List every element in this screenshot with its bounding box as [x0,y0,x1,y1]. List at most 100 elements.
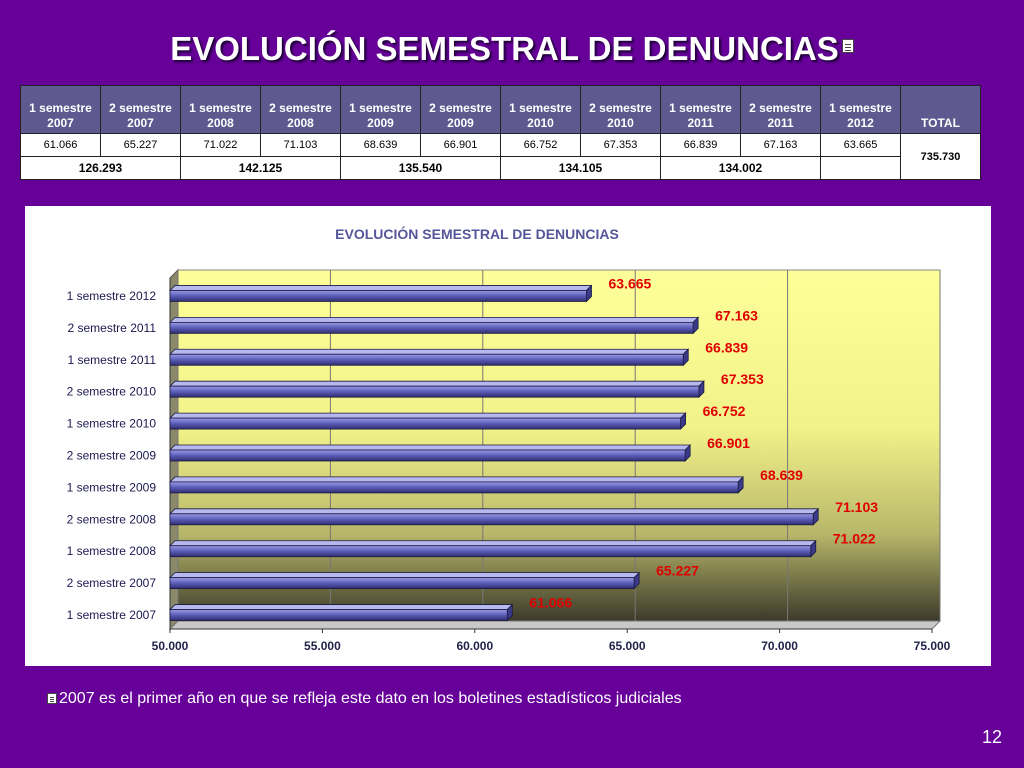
table-header-cell: 1 semestre 2007 [20,85,101,134]
table-value-cell: 67.163 [740,133,821,157]
header-line: 1 semestre [669,101,732,115]
table-values-row: 61.066 65.227 71.022 71.103 68.639 66.901 66.7… [20,133,981,180]
header-line: 2 semestre [589,101,652,115]
bar-chart: EVOLUCIÓN SEMESTRAL DE DENUNCIAS 50.000 5… [67,225,951,653]
footnote: 2007 es el primer año en que se refleja … [47,690,682,708]
table-header-row: 1 semestre 2007 2 semestre 2007 1 semestre 20… [20,85,981,134]
bar-top-face [169,444,692,451]
header-line: 2009 [447,116,474,130]
header-line: 1 semestre [509,101,572,115]
bar-front-face [169,290,587,302]
bar-front-face [169,545,812,558]
x-tick-label: 65.000 [609,639,646,653]
y-category-label: 1 semestre 2010 [67,417,157,431]
data-label: 67.353 [721,371,764,387]
y-category-label: 2 semestre 2010 [67,385,157,399]
data-label: 66.839 [705,339,748,355]
bar [169,507,820,526]
page-number: 12 [981,727,1002,747]
bar [169,316,700,335]
data-label: 71.022 [833,531,876,547]
table-value-cell: 61.066 [20,133,101,157]
header-line: 1 semestre [829,101,892,115]
header-line: 2 semestre [429,101,492,115]
data-label: 66.901 [707,435,750,451]
table-header-cell: 1 semestre 2011 [660,85,741,134]
table-header-cell: 1 semestre 2008 [180,85,261,134]
table-header-cell: 2 semestre 2008 [260,85,341,134]
table-header-cell: 1 semestre 2009 [340,85,421,134]
data-label: 71.103 [835,499,878,515]
data-label: 66.752 [703,403,746,419]
bar [169,444,692,462]
header-line: 1 semestre [29,101,92,115]
bar-front-face [169,449,686,462]
table-total-cell: 735.730 [900,133,981,180]
bar-top-face [169,508,820,515]
table-year-sum-cell: 142.125 [180,156,341,180]
note-icon[interactable] [841,39,854,53]
bar-top-face [169,412,687,419]
chart-panel: EVOLUCIÓN SEMESTRAL DE DENUNCIAS 50.000 5… [25,206,991,666]
bar [169,348,690,367]
semester-table: 1 semestre 2007 2 semestre 2007 1 semestre 20… [20,85,981,180]
header-line: 2011 [687,116,714,130]
table-value-cell: 66.752 [500,133,581,157]
table-header-cell: 1 semestre 2012 [820,85,901,134]
table-year-sum-cell: 126.293 [20,156,181,180]
note-icon [47,693,57,704]
x-tick-label: 60.000 [456,639,493,653]
bar [169,539,817,558]
table-value-cell: 63.665 [820,133,901,157]
header-line: 2008 [287,116,314,130]
header-line: 2010 [527,116,554,130]
header-line: 2008 [207,116,234,130]
bar [169,571,641,590]
y-category-label: 2 semestre 2007 [67,576,157,590]
bar-front-face [169,577,635,590]
bar [169,603,514,622]
bar-top-face [169,476,745,483]
slide-title: EVOLUCIÓN SEMESTRAL DE DENUNCIAS [0,30,1024,68]
bar [169,380,705,399]
bar [169,475,745,494]
bar [169,284,593,303]
header-line: 1 semestre [189,101,252,115]
data-label: 68.639 [760,467,803,483]
header-line: 2 semestre [109,101,172,115]
table-year-sum-cell: 134.002 [660,156,821,180]
bar-front-face [169,417,682,430]
bar-top-face [169,285,593,291]
header-line: 2011 [767,116,794,130]
bar-front-face [169,481,739,494]
chart-title: EVOLUCIÓN SEMESTRAL DE DENUNCIAS [335,225,619,242]
footnote-text: 2007 es el primer año en que se refleja … [59,690,682,707]
table-value-cell: 71.022 [180,133,261,157]
bar-top-face [169,572,641,579]
plot-floor [168,620,942,630]
x-tick-label: 50.000 [152,639,189,653]
bar-front-face [169,385,700,398]
y-category-label: 1 semestre 2009 [67,480,157,494]
header-line: 2007 [47,116,74,130]
table-header-cell: 2 semestre 2010 [580,85,661,134]
bar-front-face [169,513,814,526]
header-line: 2007 [127,116,154,130]
data-label: 67.163 [715,307,758,323]
bar [169,412,687,431]
bar-top-face [169,316,700,323]
table-value-cell: 65.227 [100,133,181,157]
table-header-cell: 1 semestre 2010 [500,85,581,134]
data-label: 65.227 [656,563,699,579]
x-tick-label: 75.000 [914,639,951,653]
y-category-label: 2 semestre 2009 [67,449,157,463]
bar-top-face [169,540,817,547]
y-category-label: 1 semestre 2011 [68,353,157,367]
y-category-label: 2 semestre 2011 [68,321,157,335]
y-category-label: 1 semestre 2007 [67,608,157,622]
bar-top-face [169,380,705,387]
bar-front-face [169,353,684,366]
table-value-cell: 66.901 [420,133,501,157]
data-label: 63.665 [609,275,652,291]
bar-top-face [169,604,514,610]
